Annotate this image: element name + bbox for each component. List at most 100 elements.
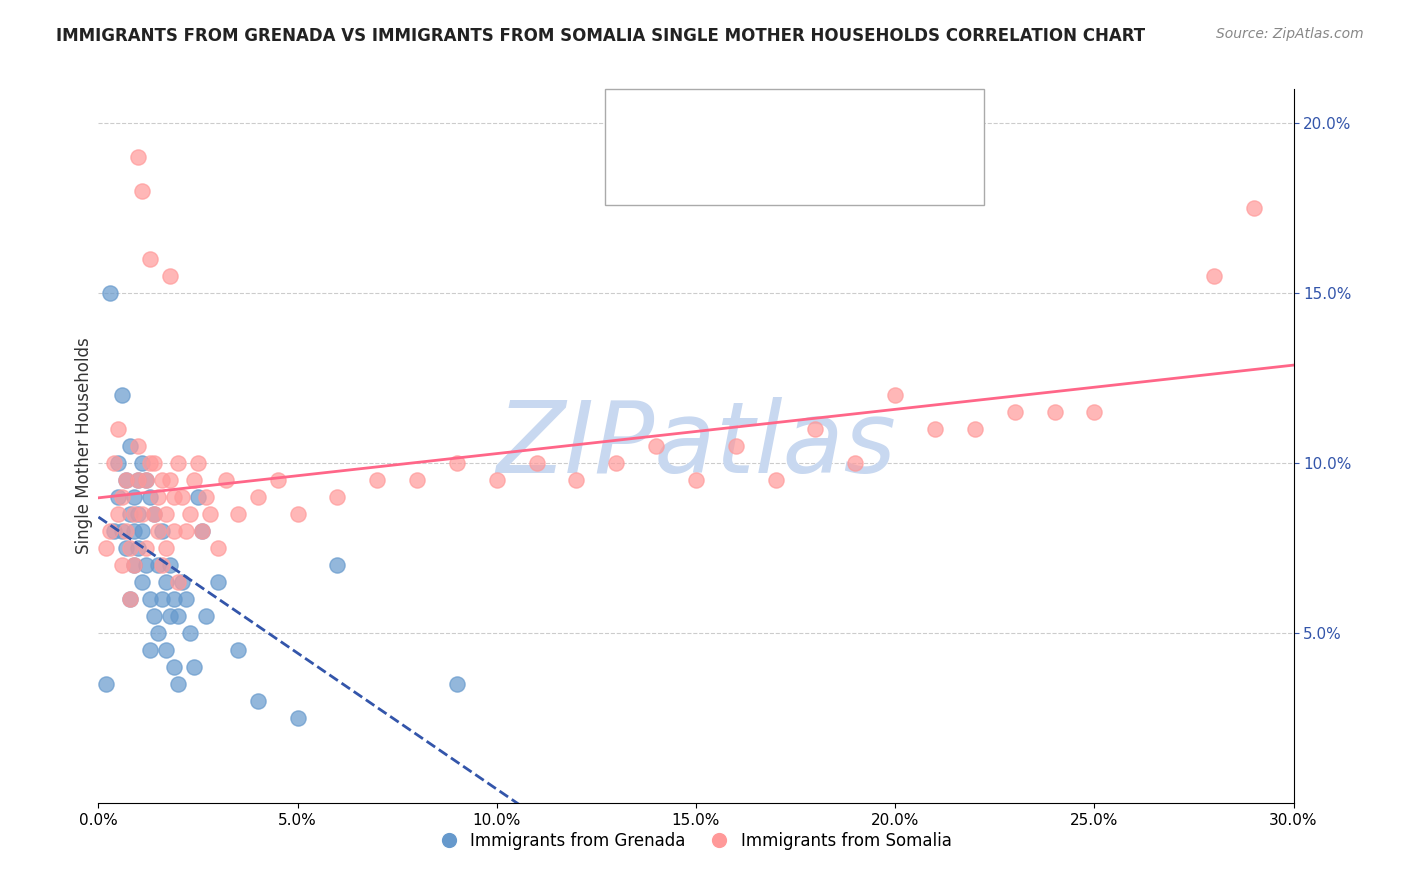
Point xyxy=(215,473,238,487)
Point xyxy=(159,558,181,572)
Point xyxy=(195,608,218,623)
Point xyxy=(103,524,125,538)
Point xyxy=(485,473,508,487)
Point xyxy=(111,490,134,504)
Point xyxy=(155,507,177,521)
Point xyxy=(287,711,309,725)
Text: Source: ZipAtlas.com: Source: ZipAtlas.com xyxy=(1216,27,1364,41)
Point xyxy=(131,524,153,538)
Point xyxy=(163,591,186,606)
Point xyxy=(115,473,138,487)
Point xyxy=(111,388,134,402)
Point xyxy=(107,490,129,504)
Point xyxy=(187,490,209,504)
Point xyxy=(174,524,197,538)
Point xyxy=(1243,201,1265,215)
Point xyxy=(246,490,269,504)
Point xyxy=(135,558,157,572)
Point xyxy=(163,490,186,504)
Point xyxy=(191,524,214,538)
Point xyxy=(844,456,866,470)
Point xyxy=(131,507,153,521)
Point xyxy=(107,456,129,470)
Point xyxy=(96,541,118,555)
Point xyxy=(226,643,249,657)
Point xyxy=(131,456,153,470)
Point xyxy=(120,591,142,606)
Point xyxy=(111,558,134,572)
Point xyxy=(645,439,668,453)
Point xyxy=(765,473,787,487)
Point xyxy=(191,524,214,538)
Point xyxy=(287,507,309,521)
Point xyxy=(195,490,218,504)
Point xyxy=(526,456,548,470)
Point xyxy=(127,150,149,164)
Point xyxy=(124,507,146,521)
Point xyxy=(150,524,173,538)
Point xyxy=(183,660,205,674)
Point xyxy=(124,490,146,504)
Point xyxy=(139,456,162,470)
Point xyxy=(155,541,177,555)
Point xyxy=(135,473,157,487)
Point xyxy=(605,456,627,470)
Point xyxy=(172,574,194,589)
Point xyxy=(804,422,827,436)
Text: ZIPatlas: ZIPatlas xyxy=(496,398,896,494)
Point xyxy=(135,541,157,555)
Point xyxy=(120,507,142,521)
Point xyxy=(124,524,146,538)
Point xyxy=(172,490,194,504)
Point xyxy=(198,507,221,521)
Point xyxy=(148,524,170,538)
Point xyxy=(148,626,170,640)
Point xyxy=(127,473,149,487)
Point xyxy=(150,591,173,606)
Point xyxy=(724,439,747,453)
Y-axis label: Single Mother Households: Single Mother Households xyxy=(75,338,93,554)
Point xyxy=(159,608,181,623)
Point xyxy=(924,422,946,436)
Point xyxy=(685,473,707,487)
Point xyxy=(127,507,149,521)
Point xyxy=(139,252,162,266)
Point xyxy=(163,660,186,674)
Point xyxy=(124,558,146,572)
Point xyxy=(139,490,162,504)
Point xyxy=(167,677,190,691)
Point xyxy=(155,643,177,657)
Point xyxy=(159,269,181,284)
Point xyxy=(143,507,166,521)
Point xyxy=(107,507,129,521)
Point xyxy=(446,677,468,691)
Point xyxy=(143,456,166,470)
Point xyxy=(1043,405,1066,419)
Point xyxy=(167,574,190,589)
Point xyxy=(963,422,986,436)
Point xyxy=(96,677,118,691)
Point xyxy=(207,574,229,589)
Point xyxy=(115,541,138,555)
Point xyxy=(111,524,134,538)
Point xyxy=(406,473,429,487)
Point xyxy=(143,507,166,521)
Point xyxy=(246,694,269,708)
Point xyxy=(150,558,173,572)
Point xyxy=(565,473,588,487)
Point xyxy=(148,490,170,504)
Point xyxy=(127,541,149,555)
Text: IMMIGRANTS FROM GRENADA VS IMMIGRANTS FROM SOMALIA SINGLE MOTHER HOUSEHOLDS CORR: IMMIGRANTS FROM GRENADA VS IMMIGRANTS FR… xyxy=(56,27,1146,45)
Point xyxy=(179,626,201,640)
Point xyxy=(139,591,162,606)
Point xyxy=(167,608,190,623)
Point xyxy=(1004,405,1026,419)
Point xyxy=(884,388,907,402)
Point xyxy=(167,456,190,470)
Point xyxy=(127,473,149,487)
Point xyxy=(120,591,142,606)
Point xyxy=(155,574,177,589)
Point xyxy=(159,473,181,487)
Legend: Immigrants from Grenada, Immigrants from Somalia: Immigrants from Grenada, Immigrants from… xyxy=(432,824,960,859)
Point xyxy=(174,591,197,606)
